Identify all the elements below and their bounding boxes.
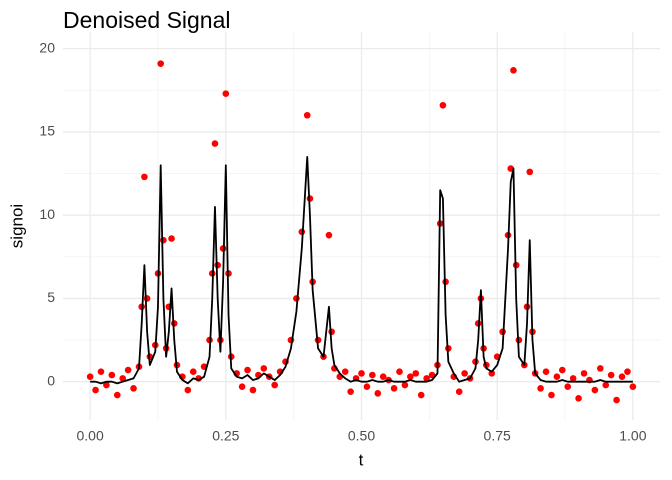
point (363, 383, 371, 390)
point (390, 385, 398, 392)
point (124, 366, 132, 374)
denoised-line (90, 155, 633, 385)
point (412, 370, 420, 377)
point (510, 67, 517, 74)
point (537, 385, 544, 392)
point (293, 295, 300, 302)
point (569, 375, 577, 382)
point (597, 365, 604, 372)
point (575, 395, 582, 402)
point (214, 261, 221, 269)
point (119, 375, 126, 382)
point (325, 231, 333, 239)
point (559, 366, 566, 374)
point (238, 383, 246, 390)
point (396, 368, 403, 376)
point (211, 140, 219, 147)
point (328, 328, 335, 336)
point (108, 371, 116, 379)
point (564, 383, 572, 390)
point (113, 391, 121, 399)
y-tick-label: 10 (39, 206, 55, 222)
y-tick-label: 5 (47, 289, 55, 305)
x-tick-label: 0.75 (484, 428, 511, 444)
point (184, 386, 192, 394)
point (580, 370, 588, 377)
point (86, 373, 94, 381)
point (249, 386, 257, 394)
x-tick-label: 0.50 (348, 428, 375, 444)
point (260, 365, 268, 372)
point (548, 391, 555, 399)
point (602, 381, 610, 389)
x-tick-label: 1.00 (619, 428, 646, 444)
point (303, 111, 311, 119)
point (157, 60, 164, 67)
point (461, 370, 468, 377)
point (189, 368, 197, 376)
point (358, 370, 365, 377)
point (347, 388, 354, 395)
point (379, 373, 387, 381)
x-axis-title: t (359, 450, 364, 469)
point (607, 371, 615, 379)
point (629, 383, 637, 390)
point (455, 388, 463, 395)
point (168, 235, 175, 242)
point (542, 368, 550, 376)
y-tick-label: 20 (39, 39, 55, 55)
y-tick-label: 0 (47, 372, 55, 388)
point (222, 90, 230, 97)
point (369, 371, 376, 379)
point (401, 381, 409, 389)
point (407, 373, 414, 381)
point (92, 386, 99, 394)
point (526, 168, 534, 176)
y-axis-title: signoi (7, 204, 26, 248)
point (103, 381, 110, 389)
point (160, 236, 167, 244)
point (271, 381, 278, 389)
chart-title: Denoised Signal (63, 7, 231, 33)
point (553, 373, 561, 381)
point (141, 173, 148, 181)
point (423, 375, 430, 382)
x-tick-label: 0.25 (212, 428, 239, 444)
point (439, 101, 447, 109)
x-tick-label: 0.00 (77, 428, 104, 444)
point (374, 390, 382, 397)
point (618, 373, 626, 381)
point (417, 391, 425, 399)
point (244, 366, 251, 374)
point (624, 368, 631, 376)
y-tick-label: 15 (39, 123, 55, 139)
point (613, 396, 620, 404)
point (130, 385, 137, 392)
point (591, 386, 599, 394)
point (97, 368, 105, 376)
point (341, 368, 349, 376)
